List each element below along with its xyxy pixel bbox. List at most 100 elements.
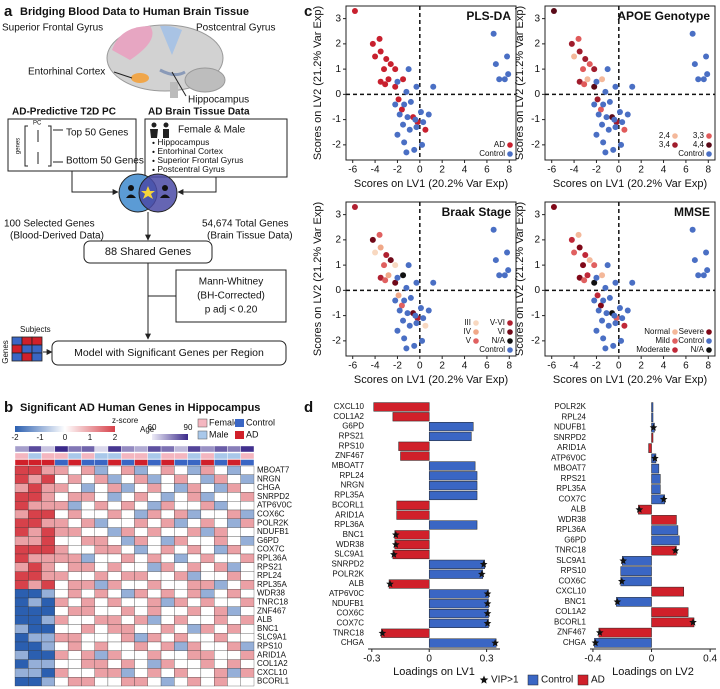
heatmap-cell [107, 571, 122, 581]
point [377, 48, 384, 55]
heatmap-cell [121, 624, 135, 634]
panel-letter: a [4, 3, 13, 20]
heatmap-cell [214, 492, 228, 502]
bullet-text: Postcentral Gyrus [157, 164, 225, 174]
bar [428, 569, 484, 579]
point [691, 257, 698, 264]
y-tick-label: 1 [335, 64, 341, 75]
legend-label: Control [246, 417, 275, 427]
point [407, 294, 414, 301]
bracket-tick [53, 129, 63, 163]
point [400, 317, 407, 324]
box-text: p adj < 0.20 [205, 305, 258, 316]
heatmap-cell [134, 518, 148, 528]
heatmap-cell [174, 553, 188, 563]
heatmap-cell [147, 518, 162, 528]
region-label: Hippocampus [188, 95, 249, 106]
box-text: Model with Significant Genes per Region [74, 347, 264, 359]
heatmap-cell [147, 509, 162, 519]
group-cell [227, 459, 241, 466]
zscore-tick-label: 2 [113, 433, 118, 442]
heatmap-cell [174, 659, 188, 669]
heatmap-cell [67, 527, 82, 537]
heatmap-cell [54, 465, 69, 475]
heatmap-cell [107, 465, 122, 475]
heatmap-cell [67, 483, 82, 493]
heatmap-cell [240, 668, 255, 678]
point [611, 312, 618, 319]
point [616, 305, 623, 312]
heatmap-cell [81, 536, 95, 546]
point [422, 126, 429, 133]
heatmap-cell [14, 580, 29, 590]
heatmap-cell [214, 553, 228, 563]
gene-label: RPL24 [257, 571, 282, 580]
heatmap-cell [214, 527, 228, 537]
heatmap-cell [187, 659, 202, 669]
point [612, 83, 619, 90]
heatmap-cell [67, 650, 82, 660]
sex-cell [240, 452, 255, 460]
x-tick-label: 2 [638, 361, 644, 372]
heatmap-cell [121, 615, 135, 625]
heatmap-cell [67, 615, 82, 625]
heatmap-cell [28, 633, 42, 643]
heatmap-cell [94, 571, 109, 581]
point [600, 335, 607, 342]
age-cell [160, 445, 175, 453]
heatmap-cell [54, 545, 69, 555]
heatmap-cell [94, 474, 109, 484]
heatmap-cell [94, 589, 109, 599]
y-tick-label: 2 [534, 39, 540, 50]
x-axis-label: Scores on LV1 (20.2% Var Exp) [354, 178, 508, 190]
point [377, 244, 384, 251]
group-cell [213, 459, 228, 466]
heatmap-cell [200, 509, 215, 519]
genes-label: genes [16, 138, 22, 154]
legend-dot [672, 347, 678, 353]
point [430, 279, 437, 286]
heatmap-cell [147, 589, 162, 599]
point [695, 76, 702, 83]
point [382, 277, 389, 284]
point [550, 204, 557, 211]
heatmap-cell [121, 580, 135, 590]
point [372, 249, 379, 256]
heatmap-cell [200, 527, 215, 537]
heatmap-cell [240, 474, 255, 484]
gene-label: COL1A2 [333, 412, 364, 421]
heatmap-cell [107, 509, 122, 519]
group-cell [134, 459, 148, 466]
heatmap-cell [81, 606, 95, 616]
heatmap-cell [81, 580, 95, 590]
heatmap-cell [94, 483, 109, 493]
panel-a: a Bridging Blood Data to Human Brain Tis… [1, 3, 293, 366]
legend-label: IV [463, 327, 471, 336]
heatmap-cell [200, 597, 215, 607]
point [595, 307, 602, 314]
point [600, 101, 607, 108]
gene-label: RPS10 [257, 642, 283, 651]
grid-label: Genes [1, 340, 10, 364]
point [599, 76, 606, 83]
heatmap-cell [187, 650, 202, 660]
heatmap-cell [54, 580, 69, 590]
heatmap-cell [54, 633, 69, 643]
y-tick-label: 0 [335, 285, 341, 296]
heatmap-cell [214, 501, 228, 511]
heatmap-cell [81, 650, 95, 660]
gene-label: CXCL10 [556, 587, 587, 596]
heatmap-cell [214, 580, 228, 590]
heatmap-cell [200, 633, 215, 643]
heatmap-cell [174, 474, 188, 484]
bar [428, 481, 478, 491]
gene-label: ALB [571, 505, 586, 514]
gene-label: G6PD [342, 422, 364, 431]
heatmap-cell [174, 562, 188, 572]
heatmap-cell [41, 509, 55, 519]
x-tick-label: 0 [649, 654, 655, 665]
bar [396, 510, 430, 520]
heatmap-cell [121, 641, 135, 651]
heatmap-cell [14, 624, 29, 634]
gene-label: CXCL10 [257, 668, 288, 677]
